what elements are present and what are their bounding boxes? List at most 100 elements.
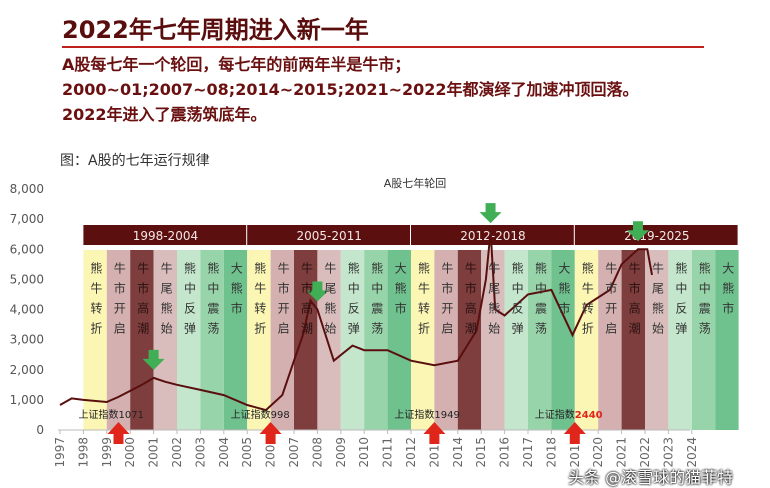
- phase-band: [153, 250, 177, 430]
- y-tick-label: 3,000: [10, 333, 44, 347]
- y-tick-label: 5,000: [10, 272, 44, 286]
- phase-band: [177, 250, 201, 430]
- x-tick-label: 2018: [544, 437, 558, 468]
- y-tick-label: 2,000: [10, 363, 44, 377]
- phase-band: [106, 250, 131, 430]
- y-tick-label: 6,000: [10, 242, 44, 256]
- phase-label: 熊中反弹: [182, 262, 197, 342]
- bullet-3: 2022年进入了震荡筑底年。: [62, 105, 267, 124]
- x-tick-label: 2023: [661, 437, 675, 468]
- up-arrow-icon: [259, 422, 282, 444]
- phase-label: 熊中反弹: [346, 262, 361, 342]
- x-tick-label: 2016: [498, 437, 512, 468]
- phase-band: [668, 250, 692, 430]
- down-arrow-icon: [479, 203, 502, 224]
- bottom-label: 上证指数998: [231, 408, 290, 421]
- bottom-label: 上证指数2440: [535, 408, 603, 421]
- phase-band: [574, 250, 599, 430]
- phase-band: [691, 250, 716, 430]
- bullet-1: A股每七年一个轮回，每七年的前两年半是牛市；: [62, 55, 411, 74]
- watermark: 头条 @滚雪球的猫菲特: [568, 468, 734, 487]
- x-tick-label: 2002: [170, 437, 184, 468]
- phase-band: [504, 250, 528, 430]
- bullet-list: A股每七年一个轮回，每七年的前两年半是牛市； 2000~01;2007~08;2…: [62, 52, 639, 127]
- phase-label: 大熊市: [229, 262, 244, 322]
- x-tick-label: 2013: [427, 437, 441, 468]
- x-tick-label: 2017: [521, 437, 535, 468]
- phase-band: [528, 250, 552, 430]
- figure-caption: 图：A股的七年运行规律: [60, 153, 210, 169]
- phase-band: [434, 250, 458, 430]
- x-tick-label: 2009: [334, 437, 348, 468]
- phase-label: 牛市高潮: [627, 262, 642, 342]
- phase-label: 熊牛转折: [88, 262, 103, 342]
- x-tick-label: 2015: [474, 437, 488, 468]
- phase-band: [715, 250, 739, 430]
- cycle-bar: [411, 225, 574, 245]
- bottom-label-text: 上证指数: [394, 408, 434, 421]
- phase-band: [223, 250, 248, 430]
- x-tick-label: 2004: [217, 437, 231, 468]
- phase-label: 牛市开启: [603, 262, 618, 342]
- cycle-bar: [83, 225, 247, 245]
- phase-label: 熊中反弹: [673, 262, 688, 342]
- phase-label: 牛市高潮: [135, 262, 150, 342]
- x-tick-label: 2005: [240, 437, 254, 468]
- index-line: [59, 231, 653, 412]
- phase-label: 熊中震荡: [697, 262, 712, 342]
- phase-label: 牛尾熊始: [650, 262, 665, 342]
- x-tick-label: 1997: [53, 437, 67, 468]
- phase-band: [83, 250, 107, 430]
- phase-label: 熊中震荡: [533, 262, 548, 342]
- phase-label: 熊中反弹: [510, 262, 525, 342]
- up-arrow-icon: [423, 422, 446, 444]
- title-divider: [62, 46, 704, 48]
- chart-title: A股七年轮回: [384, 176, 447, 190]
- up-arrow-icon: [563, 422, 586, 444]
- up-arrow-icon: [107, 422, 130, 444]
- bottom-label-text: 上证指数: [231, 408, 271, 421]
- phase-label: 大熊市: [393, 262, 408, 322]
- phase-band: [411, 250, 435, 430]
- x-tick-label: 2022: [638, 437, 652, 468]
- x-tick-label: 2014: [451, 437, 465, 468]
- phase-label: 大熊市: [556, 262, 571, 322]
- phase-label: 牛市开启: [276, 262, 291, 342]
- bottom-label: 上证指数1949: [394, 408, 459, 421]
- x-tick-label: 2008: [310, 437, 324, 468]
- phase-band: [200, 250, 224, 430]
- cycle-label: 2012-2018: [460, 229, 525, 243]
- x-tick-label: 2006: [264, 437, 278, 468]
- x-tick-label: 2021: [615, 437, 629, 468]
- y-tick-label: 7,000: [10, 212, 44, 226]
- y-tick-label: 1,000: [10, 393, 44, 407]
- bottom-label-text: 上证指数: [79, 408, 119, 421]
- phase-band: [621, 250, 645, 430]
- x-tick-label: 1999: [100, 437, 114, 468]
- phase-label: 牛尾熊始: [322, 262, 337, 342]
- y-tick-label: 0: [36, 423, 44, 437]
- x-tick-label: 2003: [193, 437, 207, 468]
- phase-label: 牛尾熊始: [159, 262, 174, 342]
- phase-label: 熊中震荡: [369, 262, 384, 342]
- x-tick-label: 2019: [568, 437, 582, 468]
- phase-label: 牛市开启: [439, 262, 454, 342]
- phase-band: [481, 250, 505, 430]
- phase-band: [340, 250, 365, 430]
- bottom-label-value: 998: [271, 410, 290, 421]
- phase-band: [364, 250, 388, 430]
- phase-label: 熊牛转折: [252, 262, 267, 342]
- phase-label: 牛市开启: [112, 262, 127, 342]
- page-title: 2022年七年周期进入新一年: [62, 16, 369, 44]
- bottom-label-value: 1071: [119, 410, 144, 421]
- phase-band: [551, 250, 575, 430]
- phase-band: [387, 250, 411, 430]
- x-tick-label: 2000: [123, 437, 137, 468]
- cycle-label: 2005-2011: [296, 229, 361, 243]
- x-tick-label: 2012: [404, 437, 418, 468]
- down-arrow-icon: [626, 221, 649, 242]
- cycle-label: 1998-2004: [133, 229, 198, 243]
- y-tick-label: 8,000: [10, 182, 44, 196]
- x-tick-label: 2010: [357, 437, 371, 468]
- cycle-bar: [574, 225, 738, 245]
